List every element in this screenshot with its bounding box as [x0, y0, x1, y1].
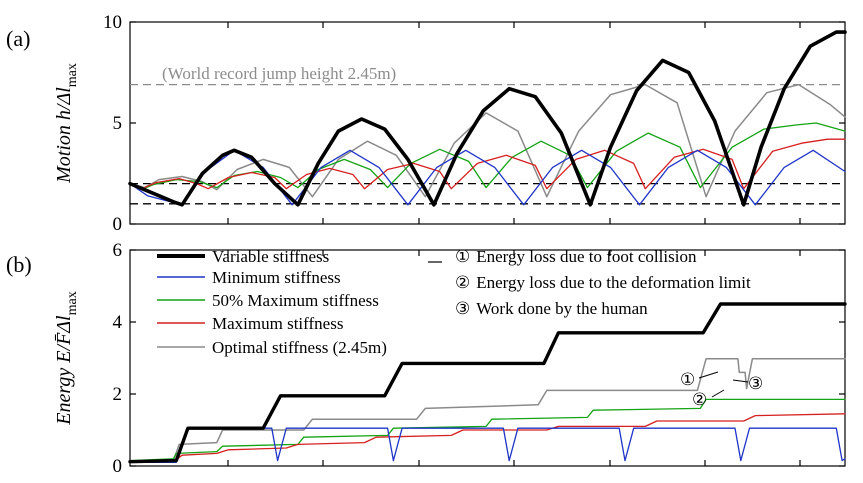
legend-label-max: Maximum stiffness	[212, 314, 343, 333]
panel-b-ylabel-group: Energy E/F̄Δlmax	[53, 291, 80, 425]
panel-a-label: (a)	[6, 26, 30, 51]
panel-b-ytick-label: 0	[113, 456, 123, 477]
svg-text:Motion h/Δlmax: Motion h/Δlmax	[53, 63, 80, 184]
legend-entry-half-max: 50% Maximum stiffness	[157, 291, 379, 310]
panel-a-ticks: 0 5 10	[103, 12, 845, 235]
panel-a-ytick-label: 0	[113, 214, 123, 235]
panel-b-series	[128, 302, 847, 464]
panel-b-series-minimum	[129, 427, 846, 464]
panel-a-ytick-label: 10	[103, 12, 122, 33]
panel-a-series	[128, 30, 847, 207]
note-3-num: ③	[455, 299, 470, 318]
note-1-text: Energy loss due to foot collision	[476, 247, 697, 266]
panel-b-ytick-label: 4	[113, 312, 123, 333]
panel-b-ylabel: Energy E/F̄Δl	[53, 315, 75, 426]
legend-label-minimum: Minimum stiffness	[212, 268, 341, 287]
legend-entry-optimal: Optimal stiffness (2.45m)	[157, 338, 387, 357]
panel-a-series-minimum	[129, 149, 846, 206]
callout-3: ③	[748, 374, 763, 393]
legend-label-half-max: 50% Maximum stiffness	[212, 291, 379, 310]
callout-2: ②	[692, 390, 707, 409]
callout-1: ①	[680, 370, 695, 389]
legend-entry-max: Maximum stiffness	[157, 314, 343, 333]
panel-b: (b) Energy E/F̄Δlmax 0 2 4 6 Variable stiff…	[6, 240, 847, 477]
legend: Variable stiffness Minimum stiffness 50%…	[157, 247, 387, 357]
legend-label-variable: Variable stiffness	[212, 247, 329, 266]
legend-entry-variable: Variable stiffness	[157, 247, 329, 266]
callouts: ① ② ③	[680, 370, 763, 409]
callout-1-pointer	[698, 371, 719, 379]
panel-a-reference-lines	[130, 83, 845, 205]
panel-a-axes-frame	[129, 21, 846, 225]
svg-text:Energy E/F̄Δlmax: Energy E/F̄Δlmax	[53, 291, 80, 425]
note-2-num: ②	[455, 273, 470, 292]
panel-b-series-optimal	[129, 357, 846, 463]
panel-a-series-half_max	[129, 122, 846, 191]
panel-b-ticks: 0 2 4 6	[113, 240, 845, 477]
panel-b-ytick-label: 6	[113, 240, 123, 261]
legend-label-optimal: Optimal stiffness (2.45m)	[212, 338, 387, 357]
note-3-text: Work done by the human	[476, 299, 648, 318]
panel-b-series-variable	[128, 302, 847, 464]
callout-2-pointer	[711, 389, 725, 398]
note-1-num: ①	[455, 247, 470, 266]
panel-a-ylabel-group: Motion h/Δlmax	[53, 63, 80, 184]
panel-a-ytick-label: 5	[113, 113, 123, 134]
notes-box: ① Energy loss due to foot collision ② Ener…	[428, 247, 751, 318]
note-2: ② Energy loss due to the deformation limi…	[455, 273, 751, 292]
note-1: ① Energy loss due to foot collision	[455, 247, 697, 266]
legend-entry-minimum: Minimum stiffness	[157, 268, 341, 287]
panel-b-series-max	[129, 413, 846, 464]
callout-3-pointer	[732, 379, 749, 383]
panel-b-label: (b)	[6, 252, 32, 277]
panel-a-ylabel-sub: max	[65, 63, 80, 87]
panel-b-ylabel-sub: max	[65, 291, 80, 315]
world-record-label: (World record jump height 2.45m)	[162, 64, 396, 83]
note-2-text: Energy loss due to the deformation limit	[476, 273, 751, 292]
panel-b-ytick-label: 2	[113, 384, 123, 405]
note-3: ③ Work done by the human	[455, 299, 648, 318]
panel-a-series-variable	[128, 30, 847, 207]
panel-b-series-half_max	[129, 398, 846, 462]
panel-a-series-optimal	[129, 83, 846, 198]
panel-a: (a) Motion h/Δlmax (World record jump he…	[6, 12, 847, 235]
panel-a-ylabel: Motion h/Δl	[53, 87, 75, 184]
